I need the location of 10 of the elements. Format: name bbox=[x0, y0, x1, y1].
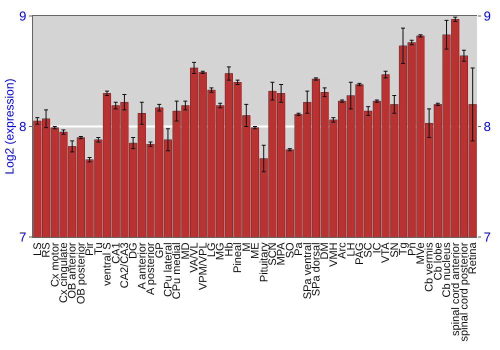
y2-tick-label: 9 bbox=[484, 8, 491, 24]
x-tick-label: Tg bbox=[398, 242, 410, 256]
y2-tick-label: 7 bbox=[484, 230, 491, 245]
y-tick-label: 7 bbox=[19, 230, 26, 245]
x-tick-label: A posterior bbox=[145, 242, 158, 295]
y-tick-label: 9 bbox=[19, 8, 26, 24]
x-tick-label: OB posterior bbox=[75, 242, 88, 304]
y-tick-label: 8 bbox=[19, 119, 26, 134]
y-axis-title: Log2 (expression) bbox=[2, 78, 16, 175]
y2-tick-label: 8 bbox=[484, 119, 491, 134]
